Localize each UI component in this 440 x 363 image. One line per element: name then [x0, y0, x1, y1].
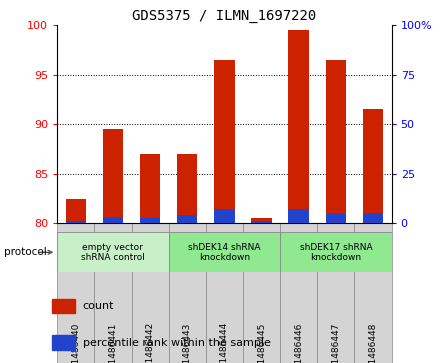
Bar: [280, 223, 317, 363]
Text: empty vector
shRNA control: empty vector shRNA control: [81, 242, 145, 262]
Bar: [52, 335, 75, 350]
Bar: [363, 213, 383, 223]
Bar: [132, 223, 169, 363]
Text: GSM1486448: GSM1486448: [369, 322, 378, 363]
Bar: [169, 232, 280, 272]
Text: shDEK17 shRNA
knockdown: shDEK17 shRNA knockdown: [300, 242, 372, 262]
Text: GSM1486440: GSM1486440: [71, 322, 80, 363]
Bar: [169, 223, 206, 363]
Bar: [57, 232, 169, 272]
Text: count: count: [83, 301, 114, 311]
Bar: [206, 223, 243, 363]
Text: GSM1486441: GSM1486441: [108, 322, 117, 363]
Bar: [363, 110, 383, 223]
Text: shDEK14 shRNA
knockdown: shDEK14 shRNA knockdown: [188, 242, 260, 262]
Bar: [317, 223, 355, 363]
Bar: [57, 223, 94, 363]
Bar: [214, 60, 235, 223]
Bar: [94, 223, 132, 363]
Text: protocol: protocol: [4, 247, 47, 257]
Bar: [355, 223, 392, 363]
Text: GSM1486442: GSM1486442: [146, 322, 154, 363]
Bar: [177, 215, 198, 223]
Text: GSM1486443: GSM1486443: [183, 322, 192, 363]
Bar: [66, 199, 86, 223]
Text: GSM1486447: GSM1486447: [331, 322, 341, 363]
Bar: [326, 213, 346, 223]
Text: percentile rank within the sample: percentile rank within the sample: [83, 338, 271, 348]
Bar: [289, 30, 309, 223]
Bar: [243, 223, 280, 363]
Bar: [251, 218, 272, 223]
Bar: [326, 60, 346, 223]
Bar: [177, 154, 198, 223]
Bar: [52, 299, 75, 313]
Bar: [289, 209, 309, 223]
Bar: [214, 209, 235, 223]
Bar: [103, 217, 123, 223]
Text: GSM1486445: GSM1486445: [257, 322, 266, 363]
Text: GSM1486444: GSM1486444: [220, 322, 229, 363]
Bar: [103, 129, 123, 223]
Title: GDS5375 / ILMN_1697220: GDS5375 / ILMN_1697220: [132, 9, 316, 23]
Bar: [251, 221, 272, 223]
Bar: [66, 221, 86, 223]
Bar: [140, 218, 160, 223]
Text: GSM1486446: GSM1486446: [294, 322, 303, 363]
Bar: [280, 232, 392, 272]
Bar: [140, 154, 160, 223]
